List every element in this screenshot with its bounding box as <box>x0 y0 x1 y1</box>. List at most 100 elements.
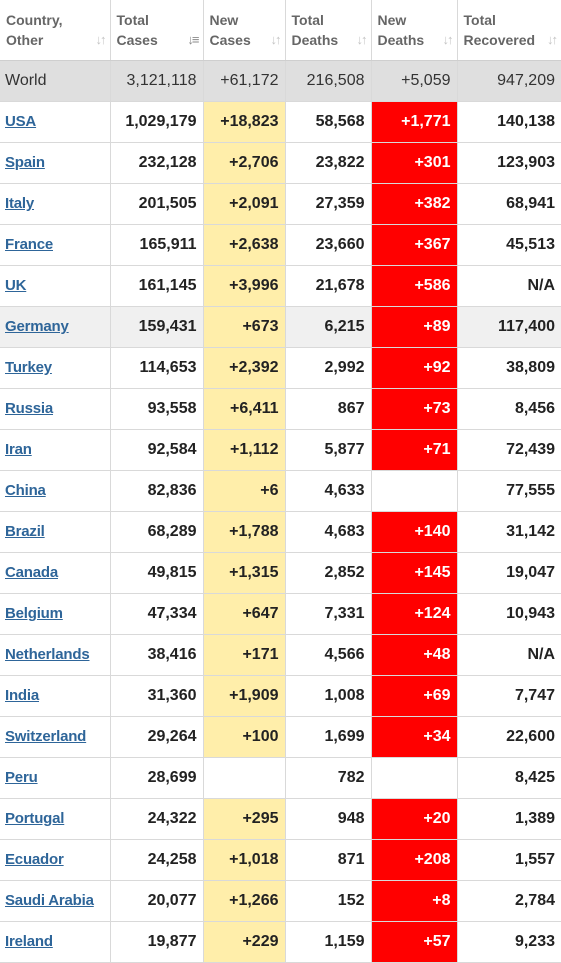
new-deaths-cell: +89 <box>371 306 458 348</box>
table-row: Netherlands 38,416 +171 4,566 +48 N/A <box>0 634 561 676</box>
country-link[interactable]: Italy <box>5 195 35 212</box>
country-link[interactable]: Iran <box>5 441 32 458</box>
table-row: Russia 93,558 +6,411 867 +73 8,456 <box>0 388 561 430</box>
country-link[interactable]: Netherlands <box>5 646 90 663</box>
new-deaths-cell: +1,771 <box>371 101 458 143</box>
table-row: Germany 159,431 +673 6,215 +89 117,400 <box>0 306 561 348</box>
total-recovered-cell: 31,142 <box>457 511 561 553</box>
country-cell: Canada <box>0 552 111 594</box>
total-recovered-cell: 45,513 <box>457 224 561 266</box>
total-deaths-cell: 27,359 <box>285 183 372 225</box>
total-cases-cell: 29,264 <box>110 716 204 758</box>
new-deaths-cell: +20 <box>371 798 458 840</box>
column-header-total-recovered[interactable]: Total Recovered ↓↑ <box>457 0 561 61</box>
table-row: USA 1,029,179 +18,823 58,568 +1,771 140,138 <box>0 101 561 143</box>
column-header-total-cases[interactable]: Total Cases ↓≡ <box>110 0 204 61</box>
country-link[interactable]: Portugal <box>5 810 65 827</box>
total-deaths-cell: 2,992 <box>285 347 372 389</box>
new-cases-cell: +1,266 <box>203 880 286 922</box>
total-deaths-cell: 6,215 <box>285 306 372 348</box>
new-cases-cell: +2,091 <box>203 183 286 225</box>
total-deaths-cell: 5,877 <box>285 429 372 471</box>
country-link[interactable]: France <box>5 236 53 253</box>
new-deaths-cell: +34 <box>371 716 458 758</box>
table-row: Switzerland 29,264 +100 1,699 +34 22,600 <box>0 716 561 758</box>
country-link[interactable]: Russia <box>5 400 53 417</box>
new-cases-cell: +673 <box>203 306 286 348</box>
table-row: France 165,911 +2,638 23,660 +367 45,513 <box>0 224 561 266</box>
world-total-deaths-cell: 216,508 <box>285 60 372 102</box>
column-header-label: Total Recovered <box>463 12 536 48</box>
total-recovered-cell: N/A <box>457 634 561 676</box>
country-cell: Italy <box>0 183 111 225</box>
total-recovered-cell: 1,557 <box>457 839 561 881</box>
total-cases-cell: 24,258 <box>110 839 204 881</box>
table-row: Italy 201,505 +2,091 27,359 +382 68,941 <box>0 183 561 225</box>
column-header-country[interactable]: Country, Other ↓↑ <box>0 0 111 61</box>
total-recovered-cell: 68,941 <box>457 183 561 225</box>
country-cell: Ecuador <box>0 839 111 881</box>
table-row: Spain 232,128 +2,706 23,822 +301 123,903 <box>0 142 561 184</box>
total-cases-cell: 92,584 <box>110 429 204 471</box>
country-cell: Saudi Arabia <box>0 880 111 922</box>
country-cell: Germany <box>0 306 111 348</box>
table-row: UK 161,145 +3,996 21,678 +586 N/A <box>0 265 561 307</box>
sort-arrows-icon[interactable]: ↓↑ <box>95 32 107 47</box>
new-deaths-cell: +69 <box>371 675 458 717</box>
total-cases-cell: 68,289 <box>110 511 204 553</box>
country-link[interactable]: UK <box>5 277 27 294</box>
new-deaths-cell <box>371 470 458 512</box>
sort-arrows-icon[interactable]: ↓↑ <box>442 32 454 47</box>
total-cases-cell: 20,077 <box>110 880 204 922</box>
new-cases-cell: +2,392 <box>203 347 286 389</box>
total-deaths-cell: 871 <box>285 839 372 881</box>
world-total-recovered-cell: 947,209 <box>457 60 561 102</box>
column-header-new-cases[interactable]: New Cases ↓↑ <box>203 0 286 61</box>
new-cases-cell: +1,909 <box>203 675 286 717</box>
new-deaths-cell: +48 <box>371 634 458 676</box>
sort-arrows-icon[interactable]: ↓↑ <box>356 32 368 47</box>
country-link[interactable]: Spain <box>5 154 45 171</box>
country-link[interactable]: Switzerland <box>5 728 87 745</box>
sort-arrows-icon[interactable]: ↓↑ <box>270 32 282 47</box>
total-recovered-cell: 38,809 <box>457 347 561 389</box>
column-header-new-deaths[interactable]: New Deaths ↓↑ <box>371 0 458 61</box>
country-cell: Switzerland <box>0 716 111 758</box>
country-link[interactable]: USA <box>5 113 37 130</box>
country-link[interactable]: Peru <box>5 769 38 786</box>
country-link[interactable]: Ecuador <box>5 851 64 868</box>
table-row: Peru 28,699 782 8,425 <box>0 757 561 799</box>
total-recovered-cell: 19,047 <box>457 552 561 594</box>
country-link[interactable]: Turkey <box>5 359 52 376</box>
country-link[interactable]: Brazil <box>5 523 45 540</box>
header-row: Country, Other ↓↑ Total Cases ↓≡ New Cas… <box>0 0 561 61</box>
world-total-cases-cell: 3,121,118 <box>110 60 204 102</box>
new-deaths-cell: +92 <box>371 347 458 389</box>
country-link[interactable]: China <box>5 482 46 499</box>
new-deaths-cell: +367 <box>371 224 458 266</box>
country-cell: Brazil <box>0 511 111 553</box>
total-recovered-cell: 9,233 <box>457 921 561 963</box>
country-link[interactable]: Belgium <box>5 605 63 622</box>
table-row: Brazil 68,289 +1,788 4,683 +140 31,142 <box>0 511 561 553</box>
world-new-cases-cell: +61,172 <box>203 60 286 102</box>
column-header-total-deaths[interactable]: Total Deaths ↓↑ <box>285 0 372 61</box>
sort-desc-icon[interactable]: ↓≡ <box>187 32 199 47</box>
country-link[interactable]: Ireland <box>5 933 53 950</box>
total-deaths-cell: 782 <box>285 757 372 799</box>
new-cases-cell: +229 <box>203 921 286 963</box>
total-cases-cell: 82,836 <box>110 470 204 512</box>
country-link[interactable]: Germany <box>5 318 69 335</box>
table-row: Ecuador 24,258 +1,018 871 +208 1,557 <box>0 839 561 881</box>
sort-arrows-icon[interactable]: ↓↑ <box>547 32 558 47</box>
country-link[interactable]: Saudi Arabia <box>5 892 94 909</box>
country-cell: France <box>0 224 111 266</box>
new-cases-cell: +171 <box>203 634 286 676</box>
country-link[interactable]: India <box>5 687 40 704</box>
country-link[interactable]: Canada <box>5 564 58 581</box>
total-deaths-cell: 7,331 <box>285 593 372 635</box>
new-deaths-cell: +208 <box>371 839 458 881</box>
country-cell: USA <box>0 101 111 143</box>
total-cases-cell: 159,431 <box>110 306 204 348</box>
new-cases-cell: +3,996 <box>203 265 286 307</box>
